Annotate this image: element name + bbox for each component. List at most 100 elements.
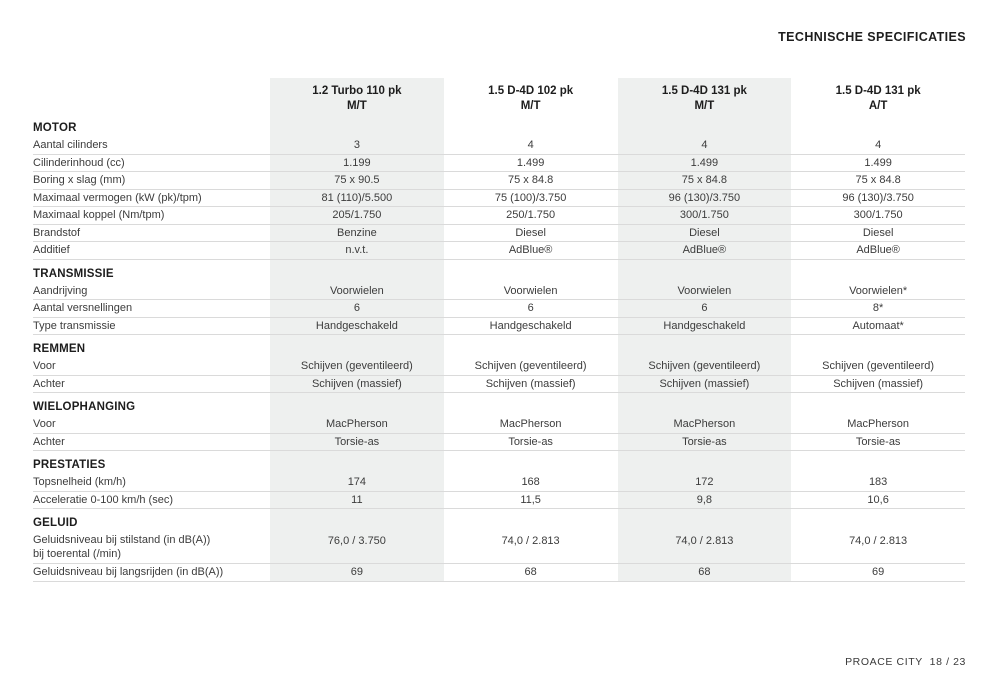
- spec-value: Schijven (geventileerd): [648, 360, 761, 373]
- spec-value: 74,0 / 2.813: [501, 534, 560, 547]
- spec-value: 6: [527, 302, 534, 315]
- spec-value: Benzine: [336, 226, 377, 239]
- spec-value: 74,0 / 2.813: [849, 534, 908, 547]
- spec-value: MacPherson: [499, 418, 562, 431]
- spec-value: Torsie-as: [682, 435, 727, 448]
- spec-value: 75 (100)/3.750: [494, 191, 567, 204]
- engine-name: 1.5 D-4D 102 pk: [488, 85, 574, 97]
- spec-value: 1.499: [864, 156, 892, 169]
- spec-value: 76,0 / 3.750: [327, 534, 386, 547]
- section-title: PRESTATIES: [33, 459, 106, 471]
- specifications-table: 1.2 Turbo 110 pk M/T 1.5 D-4D 102 pk M/T 1.5…: [33, 78, 965, 582]
- spec-value: 183: [868, 476, 888, 489]
- column-header-4: 1.5 D-4D 131 pk A/T: [791, 84, 965, 114]
- page-footer: PROACE CITY 18 / 23: [845, 656, 966, 668]
- transmission-type: A/T: [868, 100, 888, 112]
- spec-value: Handgeschakeld: [489, 319, 572, 332]
- spec-label: Additief: [33, 244, 70, 257]
- table-row: Achter Torsie-as Torsie-as Torsie-as Torsie-…: [33, 434, 965, 451]
- spec-value: 96 (130)/3.750: [842, 191, 914, 204]
- spec-label: Maximaal koppel (Nm/tpm): [33, 209, 165, 222]
- spec-value: 205/1.750: [332, 209, 382, 222]
- spec-value: MacPherson: [673, 418, 736, 431]
- spec-value: Voorwielen: [329, 284, 384, 297]
- spec-value: 11,5: [520, 493, 541, 506]
- spec-value: 68: [698, 566, 711, 579]
- section-row: REMMEN: [33, 335, 965, 358]
- spec-value: Schijven (geventileerd): [474, 360, 587, 373]
- spec-value: 174: [347, 476, 367, 489]
- transmission-type: M/T: [520, 100, 541, 112]
- spec-value: 4: [701, 139, 708, 152]
- spec-value: Schijven (massief): [485, 377, 576, 390]
- section-row: WIELOPHANGING: [33, 393, 965, 416]
- spec-value: AdBlue®: [856, 244, 900, 257]
- spec-value: Diesel: [689, 226, 720, 239]
- spec-value: 6: [353, 302, 360, 315]
- spec-value: 3: [353, 139, 360, 152]
- spec-label: Acceleratie 0-100 km/h (sec): [33, 493, 173, 506]
- spec-value: 75 x 84.8: [507, 174, 554, 187]
- spec-value: Voorwielen: [503, 284, 558, 297]
- spec-label: Geluidsniveau bij stilstand (in dB(A)) b…: [33, 534, 211, 560]
- spec-label: Achter: [33, 435, 65, 448]
- spec-label: Aandrijving: [33, 284, 88, 297]
- spec-value: 1.499: [690, 156, 719, 169]
- spec-value: Handgeschakeld: [663, 319, 746, 332]
- spec-value: AdBlue®: [508, 244, 553, 257]
- spec-value: 4: [875, 139, 882, 152]
- spec-value: 172: [695, 476, 714, 489]
- table-row: Voor Schijven (geventileerd) Schijven (gev…: [33, 358, 965, 376]
- spec-label: Brandstof: [33, 226, 81, 239]
- section-row: GELUID: [33, 509, 965, 532]
- table-row: Voor MacPherson MacPherson MacPherson MacPhe…: [33, 416, 965, 434]
- spec-value: 75 x 90.5: [334, 174, 380, 187]
- spec-value: Schijven (massief): [833, 377, 924, 390]
- section-title: TRANSMISSIE: [33, 267, 114, 280]
- spec-value: 168: [521, 476, 540, 489]
- section-title: WIELOPHANGING: [33, 401, 136, 413]
- spec-value: 81 (110)/5.500: [321, 191, 393, 204]
- spec-value: Torsie-as: [508, 435, 553, 448]
- spec-value: 8*: [872, 302, 884, 315]
- spec-value: 75 x 84.8: [855, 174, 901, 187]
- spec-label: Achter: [33, 377, 65, 390]
- engine-name: 1.5 D-4D 131 pk: [835, 85, 921, 97]
- spec-value: Schijven (massief): [659, 377, 750, 390]
- spec-value: Diesel: [862, 226, 894, 239]
- spec-value: Voorwielen*: [849, 284, 908, 297]
- spec-value: 74,0 / 2.813: [675, 534, 734, 547]
- section-title: GELUID: [33, 517, 78, 529]
- spec-value: 69: [350, 566, 363, 579]
- shaded-column-band: [617, 78, 792, 582]
- spec-value: Schijven (geventileerd): [300, 360, 413, 373]
- column-header-3: 1.5 D-4D 131 pk M/T: [618, 84, 792, 114]
- spec-label: Voor: [33, 418, 56, 431]
- transmission-type: M/T: [694, 100, 715, 112]
- spec-value: 69: [872, 566, 885, 579]
- spec-value: 1.499: [516, 156, 545, 169]
- spec-value: 75 x 84.8: [681, 174, 727, 187]
- spec-value: Automaat*: [852, 319, 904, 332]
- table-row: Topsnelheid (km/h) 174 168 172 183: [33, 474, 965, 492]
- spec-value: 1.199: [343, 156, 371, 169]
- table-row: Aantal versnellingen 6 6 6 8*: [33, 300, 965, 318]
- spec-value: Diesel: [515, 226, 546, 239]
- table-row: Aandrijving Voorwielen Voorwielen Voorwiele…: [33, 283, 965, 300]
- shaded-column-band: [270, 78, 444, 582]
- table-row: Geluidsniveau bij stilstand (in dB(A)) b…: [33, 532, 965, 564]
- table-row: Additief n.v.t. AdBlue® AdBlue® AdBlue®: [33, 242, 965, 260]
- spec-label: Voor: [33, 360, 56, 373]
- spec-value: Torsie-as: [855, 435, 901, 448]
- spec-value: 6: [701, 302, 708, 315]
- table-row: Acceleratie 0-100 km/h (sec) 11 11,5 9,8 10,…: [33, 492, 965, 509]
- section-title: MOTOR: [33, 122, 77, 134]
- spec-value: 4: [527, 139, 534, 152]
- spec-value: 300/1.750: [853, 209, 903, 222]
- column-header-1: 1.2 Turbo 110 pk M/T: [270, 84, 444, 114]
- spec-label: Cilinderinhoud (cc): [33, 156, 125, 169]
- spec-value: AdBlue®: [682, 244, 727, 257]
- table-row: Geluidsniveau bij langsrijden (in dB(A))…: [33, 564, 965, 582]
- spec-value: Handgeschakeld: [315, 319, 398, 332]
- spec-label: Maximaal vermogen (kW (pk)/tpm): [33, 191, 202, 204]
